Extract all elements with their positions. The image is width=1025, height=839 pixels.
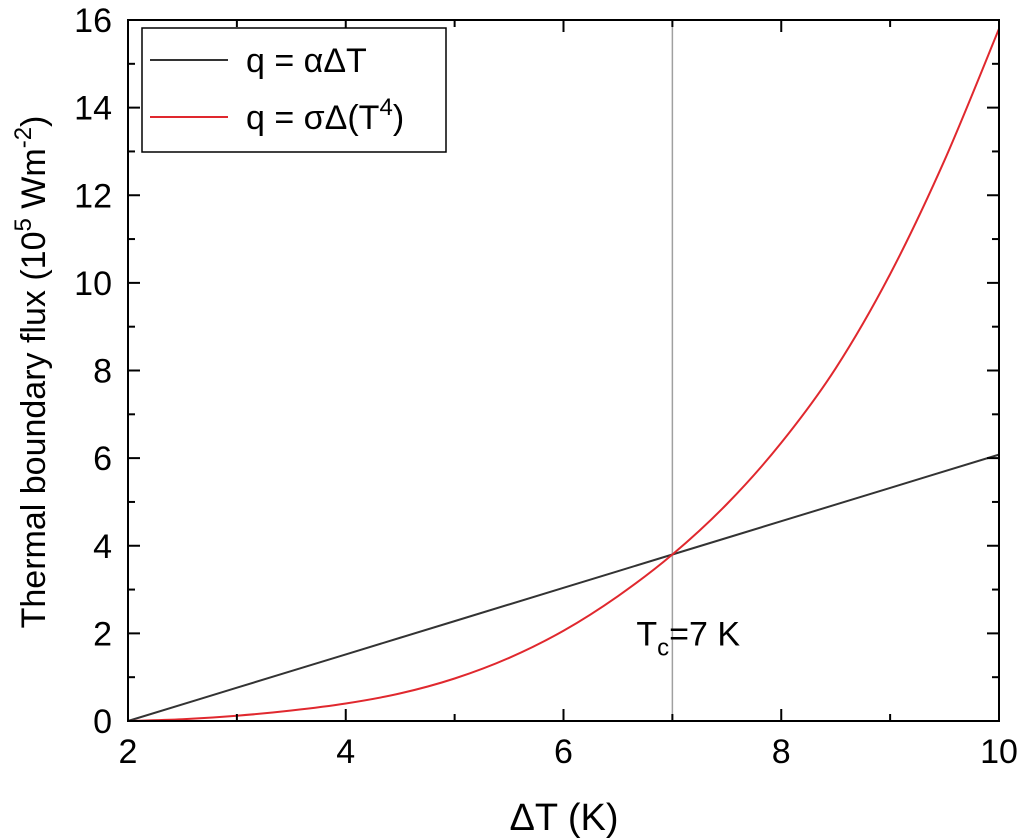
y-axis-label: Thermal boundary flux (105 Wm-2) <box>10 116 53 629</box>
x-tick-label: 8 <box>772 733 791 771</box>
tc-annotation-rest: =7 K <box>669 615 740 653</box>
y-label-exp1: 5 <box>10 218 37 231</box>
legend-label-radiative-main: q = σΔ(T <box>246 99 379 137</box>
legend-label-radiative-exp: 4 <box>379 94 392 121</box>
x-tick-label: 10 <box>980 733 1018 771</box>
x-tick-label: 4 <box>336 733 355 771</box>
y-tick-label: 10 <box>74 265 112 303</box>
y-tick-label: 0 <box>93 703 112 741</box>
y-label-exp2: -2 <box>10 127 37 148</box>
legend-box <box>141 27 447 153</box>
x-tick-label: 6 <box>554 733 573 771</box>
x-axis-label: ΔT (K) <box>509 797 618 839</box>
y-label-suffix: ) <box>15 116 53 127</box>
tc-annotation-sub: c <box>657 634 669 661</box>
legend-label-radiative-end: ) <box>393 99 404 137</box>
y-tick-label: 6 <box>93 440 112 478</box>
y-tick-label: 14 <box>74 90 112 128</box>
y-tick-label: 16 <box>74 2 112 40</box>
y-tick-label: 4 <box>93 528 112 566</box>
tc-annotation-main: T <box>636 615 657 653</box>
series-line-linear <box>127 453 1000 722</box>
legend-label-linear: q = αΔT <box>246 42 367 80</box>
y-label-prefix: Thermal boundary flux (10 <box>15 232 53 629</box>
legend-label-radiative: q = σΔ(T4) <box>246 94 404 137</box>
legend: q = αΔT q = σΔ(T4) <box>141 27 447 153</box>
y-tick-label: 8 <box>93 353 112 391</box>
tc-annotation: Tc=7 K <box>636 615 740 661</box>
y-tick-label: 2 <box>93 615 112 653</box>
y-tick-label: 12 <box>74 177 112 215</box>
y-label-middle: Wm <box>15 148 53 218</box>
series-line-radiative <box>127 28 1000 722</box>
x-tick-label: 2 <box>119 733 138 771</box>
